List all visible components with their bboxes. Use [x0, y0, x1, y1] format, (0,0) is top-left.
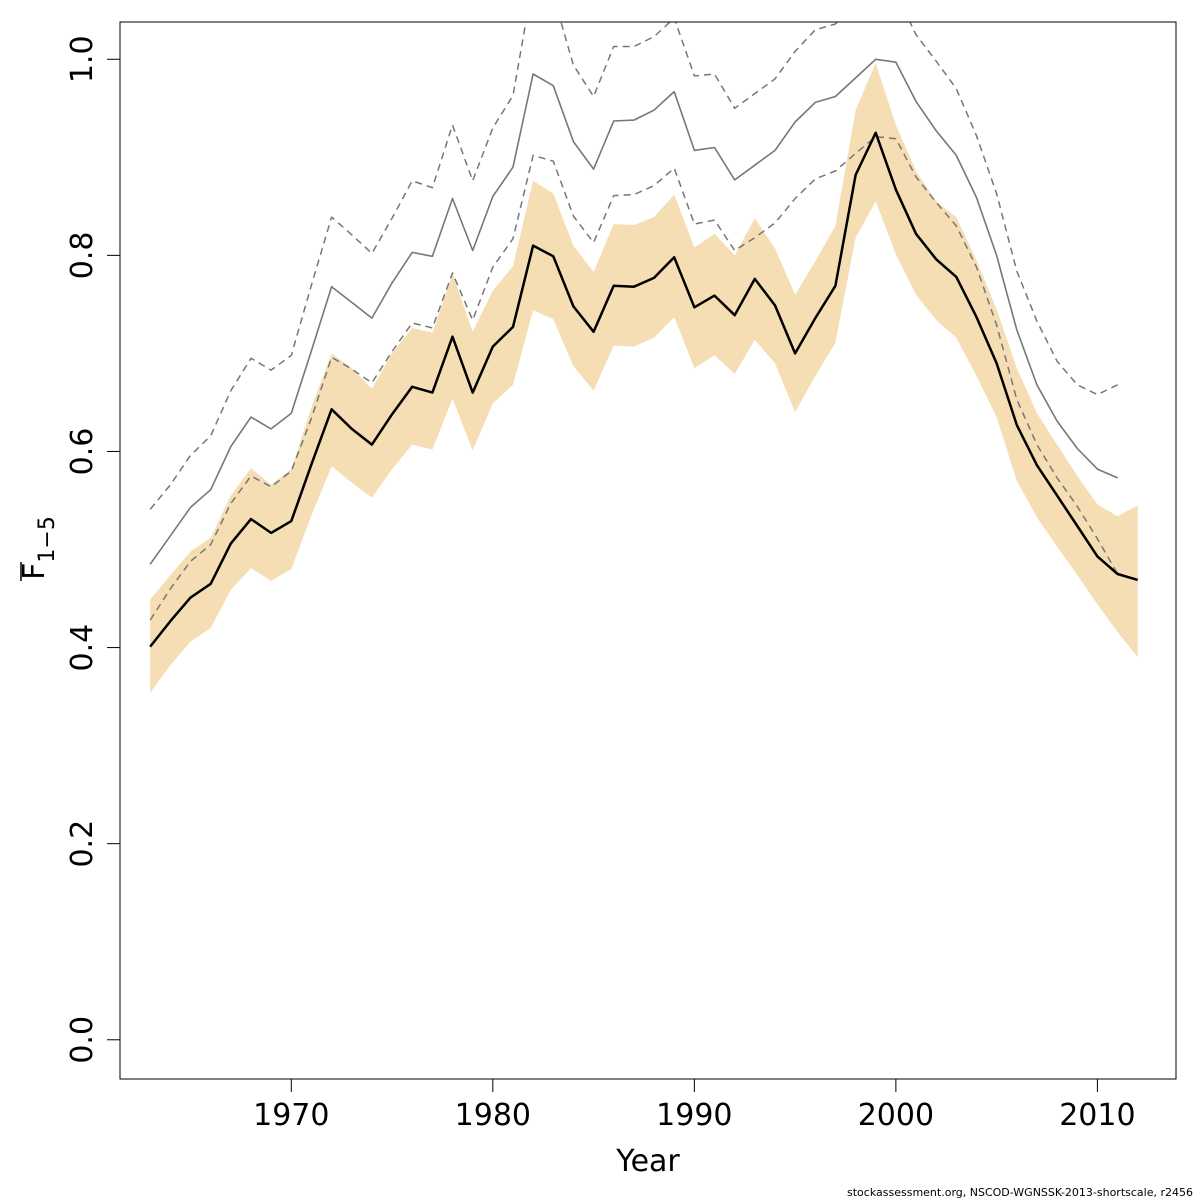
- y-axis-title-subscript: 1−5: [35, 516, 60, 562]
- x-tick-label: 1990: [656, 1098, 732, 1133]
- y-tick-label: 0.6: [65, 428, 100, 476]
- x-axis-title: Year: [615, 1144, 680, 1179]
- y-tick-label: 0.8: [65, 232, 100, 280]
- x-tick-label: 2010: [1059, 1098, 1135, 1133]
- y-tick-label: 0.4: [65, 624, 100, 672]
- x-tick-label: 1970: [253, 1098, 329, 1133]
- y-tick-label: 0.2: [65, 820, 100, 868]
- y-axis-title-main: F: [17, 563, 52, 580]
- y-tick-label: 1.0: [65, 35, 100, 83]
- x-tick-label: 2000: [858, 1098, 934, 1133]
- y-tick-label: 0.0: [65, 1016, 100, 1064]
- x-tick-label: 1980: [455, 1098, 531, 1133]
- f-bar-chart: 1970 1980 1990 2000 2010 0.0 0.2 0.4 0.6 0.8 1.0 Y…: [0, 0, 1200, 1200]
- footer-source-credit: stockassessment.org, NSCOD-WGNSSK-2013-s…: [847, 1186, 1193, 1199]
